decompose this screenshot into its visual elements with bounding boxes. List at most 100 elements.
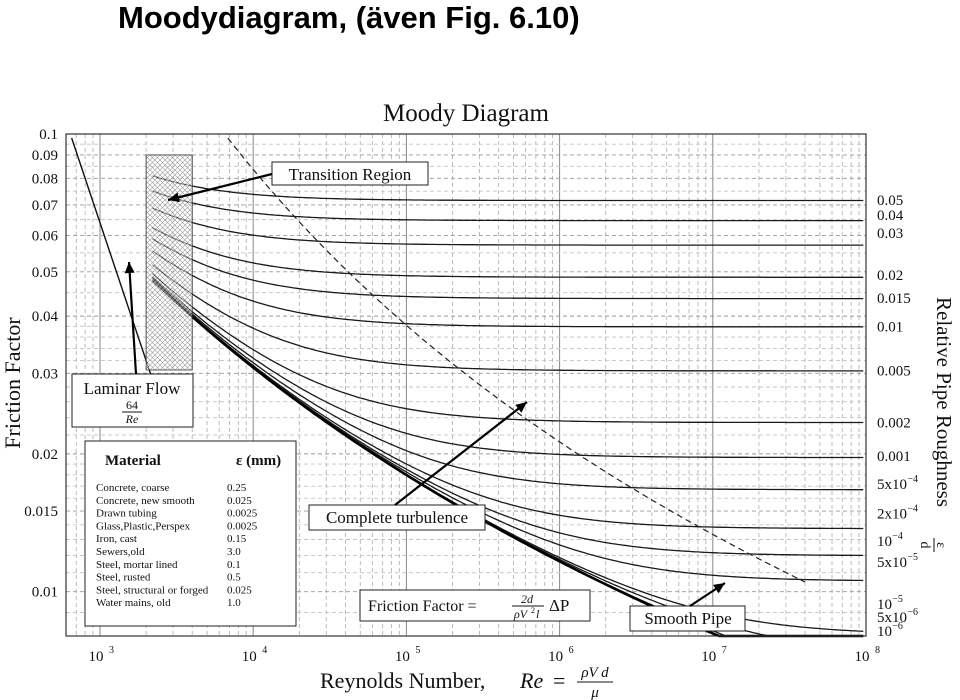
roughness-label-exponent: −6 bbox=[907, 607, 918, 618]
right-axis-label: Relative Pipe Roughness bbox=[932, 297, 956, 507]
x-tick-label: 10 3 bbox=[88, 645, 114, 665]
roughness-label: 0.05 bbox=[877, 193, 903, 209]
roughness-label-exponent: −4 bbox=[907, 474, 918, 485]
smooth-pipe-arrow bbox=[689, 582, 726, 607]
chart-title: Moody Diagram bbox=[383, 100, 549, 127]
x-tick-base: 10 bbox=[242, 649, 257, 665]
chart-text: Moody Diagram Friction Factor Relative Pip… bbox=[0, 100, 956, 700]
materials-row-epsilon: 1.0 bbox=[227, 597, 241, 609]
y-tick-label: 0.015 bbox=[24, 504, 58, 520]
materials-row-name: Steel, mortar lined bbox=[96, 559, 178, 571]
materials-row-epsilon: 0.5 bbox=[227, 572, 241, 584]
x-tick-exponent: 6 bbox=[569, 645, 574, 656]
materials-row-epsilon: 0.0025 bbox=[227, 520, 258, 532]
materials-row-epsilon: 0.025 bbox=[227, 584, 252, 596]
arrow-head bbox=[124, 262, 135, 274]
y-axis-label: Friction Factor bbox=[0, 317, 25, 449]
laminar-flow-box bbox=[71, 373, 194, 428]
x-axis-label-text: Reynolds Number, bbox=[320, 668, 485, 693]
roughness-label-text: 0.05 bbox=[877, 193, 903, 209]
roughness-label-exponent: −6 bbox=[892, 621, 903, 632]
materials-row-name: Water mains, old bbox=[96, 597, 171, 609]
transition-region-label: Transition Region bbox=[289, 165, 412, 184]
right-formula-numerator: ε bbox=[933, 542, 948, 548]
roughness-label: 0.02 bbox=[877, 268, 903, 284]
roughness-label: 2x10 −4 bbox=[877, 504, 918, 523]
roughness-curve bbox=[152, 175, 864, 202]
materials-row-name: Sewers,old bbox=[96, 546, 145, 558]
roughness-label-text: 5x10 bbox=[877, 477, 907, 493]
roughness-label: 0.005 bbox=[877, 364, 911, 380]
roughness-curve bbox=[151, 273, 864, 424]
x-tick-base: 10 bbox=[395, 649, 410, 665]
x-tick-label: 10 7 bbox=[701, 645, 727, 665]
right-formula-denominator: d bbox=[917, 542, 932, 549]
roughness-curve bbox=[152, 190, 864, 222]
x-tick-label: 10 4 bbox=[242, 645, 268, 665]
y-tick-label: 0.06 bbox=[32, 229, 59, 245]
laminar-formula-numerator: 64 bbox=[126, 398, 138, 412]
roughness-label: 0.01 bbox=[877, 319, 903, 335]
roughness-label-text: 0.04 bbox=[877, 208, 904, 224]
arrow-shaft bbox=[127, 261, 138, 375]
roughness-label-exponent: −5 bbox=[892, 594, 903, 605]
roughness-curve bbox=[151, 276, 864, 459]
y-tick-label: 0.01 bbox=[32, 585, 58, 601]
complete-turbulence-arrow bbox=[394, 401, 528, 506]
y-tick-label: 0.07 bbox=[32, 198, 59, 214]
materials-row-name: Drawn tubing bbox=[96, 508, 157, 520]
roughness-label-text: 0.02 bbox=[877, 268, 903, 284]
page-title: Moodydiagram, (även Fig. 6.10) bbox=[118, 0, 580, 35]
roughness-label-exponent: −4 bbox=[907, 504, 918, 515]
y-tick-label: 0.03 bbox=[32, 366, 58, 382]
materials-row-name: Steel, rusted bbox=[96, 572, 151, 584]
friction-den-sup: 2 bbox=[531, 606, 535, 615]
roughness-curve bbox=[152, 250, 864, 328]
laminar-flow-label: Laminar Flow bbox=[84, 379, 182, 398]
arrow-shaft bbox=[167, 172, 273, 202]
laminar-arrow bbox=[124, 261, 138, 375]
friction-den-a: ρV bbox=[513, 607, 529, 621]
friction-den-b: l bbox=[536, 607, 540, 621]
roughness-curve bbox=[151, 278, 864, 530]
arrow-shaft bbox=[394, 401, 528, 506]
roughness-label-text: 5x10 bbox=[877, 555, 907, 571]
roughness-label: 0.03 bbox=[877, 226, 903, 242]
materials-row-epsilon: 3.0 bbox=[227, 546, 241, 558]
x-tick-exponent: 5 bbox=[415, 645, 420, 656]
roughness-label: 0.015 bbox=[877, 291, 911, 307]
x-tick-exponent: 8 bbox=[875, 645, 880, 656]
materials-row-name: Concrete, new smooth bbox=[96, 495, 195, 507]
materials-row-epsilon: 0.1 bbox=[227, 559, 241, 571]
materials-row-epsilon: 0.25 bbox=[227, 482, 247, 494]
x-tick-exponent: 4 bbox=[262, 645, 267, 656]
materials-row-name: Glass,Plastic,Perspex bbox=[96, 520, 191, 532]
roughness-label-text: 0.015 bbox=[877, 291, 911, 307]
x-tick-exponent: 7 bbox=[722, 645, 727, 656]
roughness-label: 0.002 bbox=[877, 416, 911, 432]
y-tick-label: 0.09 bbox=[32, 148, 58, 164]
laminar-line bbox=[70, 137, 152, 376]
y-tick-label: 0.04 bbox=[32, 309, 59, 325]
friction-formula-box bbox=[359, 589, 591, 622]
materials-row-name: Iron, cast bbox=[96, 533, 137, 545]
friction-formula-denominator: ρV 2 l bbox=[513, 606, 540, 621]
roughness-label-text: 0.03 bbox=[877, 226, 903, 242]
roughness-curve bbox=[152, 238, 864, 300]
materials-row-name: Concrete, coarse bbox=[96, 482, 169, 494]
roughness-curves bbox=[70, 137, 864, 638]
complete-turbulence-label: Complete turbulence bbox=[326, 508, 468, 527]
roughness-label: 5x10 −4 bbox=[877, 474, 918, 493]
transition-arrow bbox=[167, 172, 273, 203]
roughness-label: 10 −6 bbox=[877, 621, 903, 640]
roughness-label-text: 10 bbox=[877, 624, 892, 640]
x-axis-label-equals: = bbox=[553, 668, 565, 693]
roughness-label-text: 0.001 bbox=[877, 449, 911, 465]
materials-row-name: Steel, structural or forged bbox=[96, 584, 209, 596]
x-tick-label: 10 6 bbox=[548, 645, 574, 665]
friction-formula-label: Friction Factor = bbox=[368, 598, 477, 615]
materials-row-epsilon: 0.15 bbox=[227, 533, 247, 545]
x-tick-base: 10 bbox=[88, 649, 103, 665]
y-tick-label: 0.08 bbox=[32, 171, 58, 187]
